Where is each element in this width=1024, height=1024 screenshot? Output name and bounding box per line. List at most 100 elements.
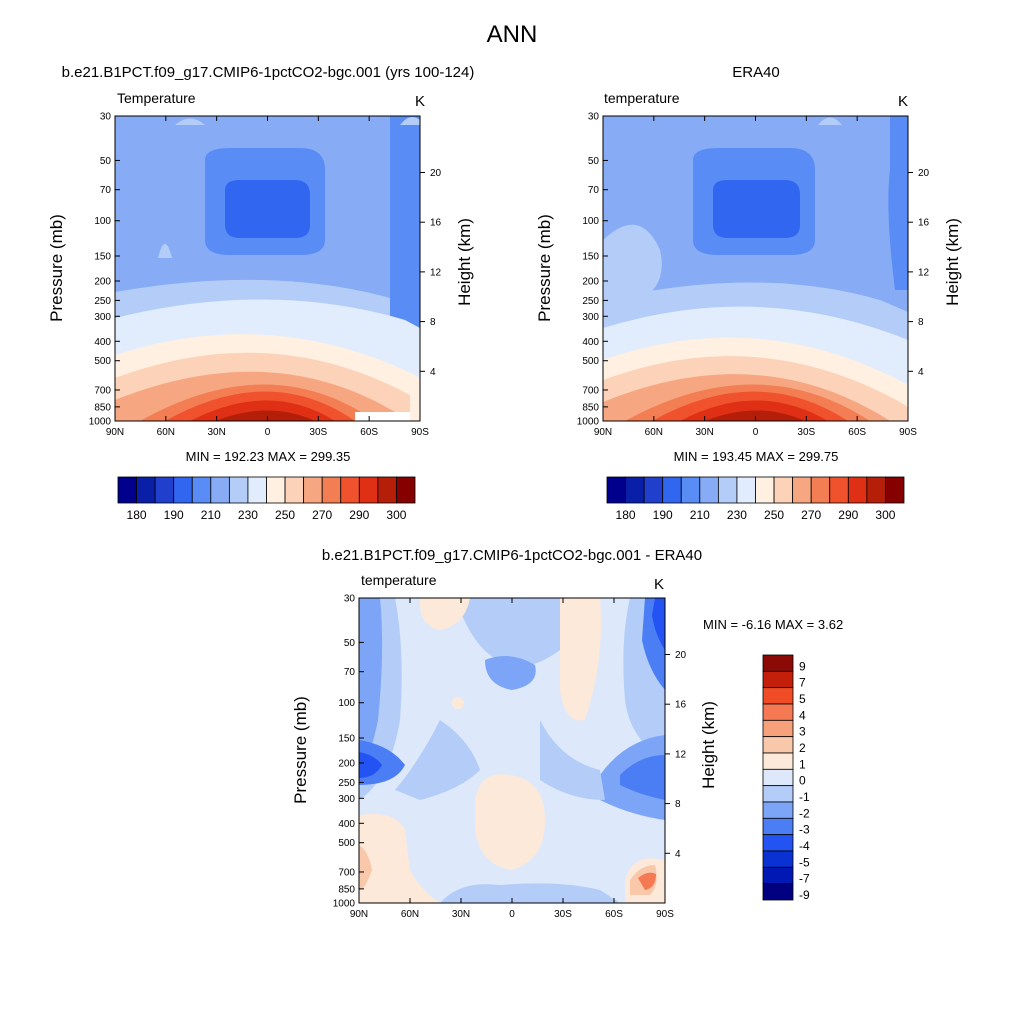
y-tick-label: 400 [338, 819, 355, 830]
colorbar-label: 0 [799, 774, 806, 788]
y2-tick-label: 20 [675, 650, 687, 661]
panel-diff-contour-field [359, 598, 665, 903]
colorbar-swatch [680, 476, 701, 504]
y-tick-label: 300 [94, 312, 111, 323]
x-tick-label: 60S [848, 427, 866, 438]
y-tick-label: 150 [582, 251, 599, 262]
panel-model-variable-label: Temperature [117, 90, 196, 106]
colorbar-label: 190 [164, 508, 184, 522]
y-tick-label: 500 [338, 838, 355, 849]
panel-model-ylabel-right: Height (km) [455, 218, 474, 306]
colorbar-label: -3 [799, 823, 810, 837]
x-tick-label: 0 [509, 909, 515, 920]
panel-obs-colorbar: 180 190 210 230 250 270 290 300 [606, 476, 905, 522]
colorbar-swatch [173, 476, 193, 504]
colorbar-label: 290 [838, 508, 858, 522]
colorbar-swatch [717, 476, 738, 504]
y-tick-label: 200 [94, 277, 111, 288]
figure-title: ANN [487, 21, 538, 48]
y2-tick-label: 16 [430, 218, 442, 229]
panel-diff-ylabel-right: Height (km) [699, 701, 718, 789]
colorbar-label: -9 [799, 888, 810, 902]
x-tick-label: 30N [695, 427, 713, 438]
colorbar-swatch [885, 476, 905, 504]
colorbar-swatch [810, 476, 831, 504]
y2-tick-label: 4 [918, 367, 924, 378]
colorbar-label: -1 [799, 790, 810, 804]
x-tick-label: 90S [899, 427, 917, 438]
colorbar-label: 210 [201, 508, 221, 522]
y-tick-label: 500 [94, 356, 111, 367]
colorbar-swatch [377, 476, 397, 504]
y2-tick-label: 16 [675, 700, 687, 711]
colorbar-swatch [762, 736, 794, 754]
colorbar-swatch [266, 476, 286, 504]
panel-model-units-label: K [415, 93, 425, 110]
panel-model-axes: 90N 60N 30N 0 30S 60S 90S 30 50 70 100 150 200 250 300… [89, 112, 442, 439]
panel-obs: ERA40 temperature K 90N 60N 30N 0 30S 60S 90S 3… [535, 64, 962, 522]
panel-obs-title: ERA40 [732, 64, 780, 81]
colorbar-swatch [396, 476, 416, 504]
y-tick-label: 400 [582, 337, 599, 348]
panel-obs-contour-field [603, 116, 908, 421]
y-tick-label: 850 [582, 402, 599, 413]
colorbar-swatch [762, 785, 794, 803]
colorbar-label: 7 [799, 676, 806, 690]
colorbar-swatch [762, 687, 794, 705]
panel-obs-stats: MIN = 193.45 MAX = 299.75 [674, 449, 839, 464]
y-tick-label: 250 [582, 296, 599, 307]
colorbar-swatch [762, 866, 794, 885]
colorbar-label: 300 [386, 508, 406, 522]
y-tick-label: 50 [100, 156, 112, 167]
colorbar-label: -5 [799, 855, 810, 869]
x-tick-label: 30S [309, 427, 327, 438]
y-tick-label: 50 [588, 156, 600, 167]
colorbar-swatch [762, 768, 794, 787]
colorbar-label: 180 [616, 508, 636, 522]
colorbar-swatch [662, 476, 682, 504]
y-tick-label: 250 [94, 296, 111, 307]
colorbar-label: 190 [653, 508, 673, 522]
colorbar-swatch [736, 476, 756, 504]
colorbar-swatch [625, 476, 645, 504]
colorbar-swatch [829, 476, 849, 504]
y-tick-label: 200 [338, 759, 355, 770]
panel-obs-ylabel: Pressure (mb) [535, 214, 554, 322]
colorbar-label: 270 [801, 508, 821, 522]
colorbar-label: 1 [799, 757, 806, 771]
panel-obs-units-label: K [898, 93, 908, 110]
y-tick-label: 1000 [577, 417, 600, 428]
colorbar-swatch [303, 476, 323, 504]
colorbar-label: -7 [799, 872, 810, 886]
colorbar-swatch [358, 476, 379, 504]
y2-tick-label: 12 [675, 749, 687, 760]
colorbar-label: 2 [799, 741, 806, 755]
colorbar-label: -4 [799, 839, 810, 853]
colorbar-swatch [762, 654, 794, 672]
y-tick-label: 500 [582, 356, 599, 367]
panel-obs-ylabel-right: Height (km) [943, 218, 962, 306]
panel-diff-stats: MIN = -6.16 MAX = 3.62 [703, 617, 843, 632]
y-tick-label: 300 [338, 794, 355, 805]
x-tick-label: 90N [106, 427, 124, 438]
colorbar-swatch [762, 670, 794, 689]
y-tick-label: 700 [338, 867, 355, 878]
x-tick-label: 30N [207, 427, 225, 438]
panel-difference: b.e21.B1PCT.f09_g17.CMIP6-1pctCO2-bgc.00… [291, 547, 843, 920]
y-tick-label: 400 [94, 337, 111, 348]
y-tick-label: 1000 [333, 899, 356, 910]
colorbar-swatch [755, 476, 775, 504]
y-tick-label: 100 [582, 216, 599, 227]
colorbar-label: 210 [690, 508, 710, 522]
y-tick-label: 200 [582, 277, 599, 288]
y-tick-label: 700 [94, 385, 111, 396]
y-tick-label: 1000 [89, 417, 112, 428]
y2-tick-label: 8 [918, 317, 924, 328]
y-tick-label: 700 [582, 385, 599, 396]
colorbar-swatch [321, 476, 342, 504]
x-tick-label: 30N [452, 909, 470, 920]
colorbar-swatch [762, 703, 794, 721]
y-tick-label: 850 [94, 402, 111, 413]
panel-model: b.e21.B1PCT.f09_g17.CMIP6-1pctCO2-bgc.00… [47, 64, 474, 522]
